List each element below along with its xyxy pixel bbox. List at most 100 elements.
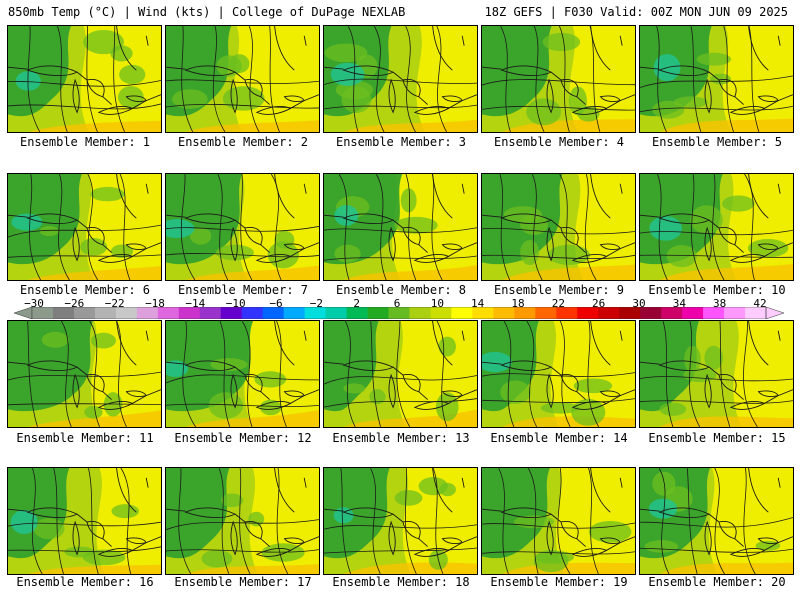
temperature-map <box>166 468 319 574</box>
colorbar-tick-label: 10 <box>430 297 444 310</box>
temperature-map <box>324 174 477 280</box>
colorbar-segment <box>409 307 431 319</box>
ensemble-member-label: Ensemble Member: 9 <box>493 283 625 297</box>
temperature-map <box>640 174 793 280</box>
colorbar-segment <box>178 307 201 319</box>
temperature-colorbar <box>14 307 784 319</box>
colorbar-segment <box>472 307 494 319</box>
colorbar-segment <box>661 307 683 319</box>
ensemble-member-label: Ensemble Member: 20 <box>648 575 786 589</box>
ensemble-member-label: Ensemble Member: 16 <box>16 575 154 589</box>
colorbar-segment <box>136 307 159 319</box>
ensemble-member-label: Ensemble Member: 1 <box>19 135 151 149</box>
ensemble-map-panel <box>323 173 478 281</box>
ensemble-member-label: Ensemble Member: 5 <box>651 135 783 149</box>
ensemble-map-panel <box>323 25 478 133</box>
ensemble-map-panel <box>323 320 478 428</box>
colorbar-tick-label: −6 <box>269 297 283 310</box>
temperature-map <box>640 321 793 427</box>
colorbar-segment <box>514 307 536 319</box>
temperature-map <box>482 174 635 280</box>
colorbar-segment <box>430 307 452 319</box>
colorbar-segment <box>199 307 222 319</box>
colorbar-segment <box>493 307 515 319</box>
ensemble-map-panel <box>165 25 320 133</box>
colorbar-tick-label: −10 <box>225 297 246 310</box>
ensemble-member-label: Ensemble Member: 10 <box>648 283 786 297</box>
colorbar-tick-label: −30 <box>24 297 44 310</box>
colorbar-tick-label: −2 <box>309 297 323 310</box>
temperature-map <box>8 174 161 280</box>
ensemble-map-panel <box>7 320 162 428</box>
temperature-map <box>166 174 319 280</box>
ensemble-member-label: Ensemble Member: 6 <box>19 283 151 297</box>
colorbar-tick-label: 26 <box>592 297 606 310</box>
colorbar-tick-label: −14 <box>185 297 206 310</box>
temperature-map <box>166 26 319 132</box>
ensemble-map-panel <box>481 467 636 575</box>
temperature-map <box>324 468 477 574</box>
colorbar-segment <box>745 307 767 319</box>
colorbar-segment <box>220 307 243 319</box>
header-title: 850mb Temp (°C) | Wind (kts) | College o… <box>8 5 406 19</box>
colorbar-segment <box>388 307 410 319</box>
ensemble-map-panel <box>323 467 478 575</box>
ensemble-map-panel <box>639 467 794 575</box>
ensemble-map-panel <box>165 320 320 428</box>
colorbar-tick-label: 18 <box>511 297 525 310</box>
temperature-map <box>482 26 635 132</box>
colorbar-segment <box>52 307 75 319</box>
ensemble-member-label: Ensemble Member: 8 <box>335 283 467 297</box>
temperature-map <box>640 468 793 574</box>
ensemble-member-label: Ensemble Member: 14 <box>490 431 628 445</box>
ensemble-map-panel <box>165 467 320 575</box>
colorbar-segment <box>94 307 117 319</box>
colorbar-segment <box>262 307 285 319</box>
ensemble-map-panel <box>639 320 794 428</box>
colorbar-segment <box>304 307 327 319</box>
ensemble-member-label: Ensemble Member: 3 <box>335 135 467 149</box>
colorbar-segment <box>346 307 369 319</box>
ensemble-map-panel <box>165 173 320 281</box>
ensemble-map-panel <box>639 173 794 281</box>
colorbar-tick-label: 42 <box>753 297 767 310</box>
colorbar-tick-label: 30 <box>632 297 646 310</box>
colorbar-segment <box>325 307 348 319</box>
colorbar-segment <box>241 307 264 319</box>
ensemble-map-panel <box>481 25 636 133</box>
colorbar-segment <box>619 307 641 319</box>
colorbar-segment <box>598 307 620 319</box>
temperature-map <box>8 468 161 574</box>
colorbar-segment <box>283 307 306 319</box>
temperature-map <box>324 26 477 132</box>
ensemble-map-panel <box>481 173 636 281</box>
colorbar-tick-label: 22 <box>551 297 565 310</box>
temperature-map <box>8 26 161 132</box>
ensemble-member-label: Ensemble Member: 17 <box>174 575 312 589</box>
colorbar-segment <box>577 307 599 319</box>
colorbar-tick-label: 38 <box>713 297 727 310</box>
colorbar-segment <box>73 307 96 319</box>
ensemble-member-label: Ensemble Member: 2 <box>177 135 309 149</box>
colorbar-tick-label: 34 <box>672 297 686 310</box>
colorbar-segment <box>703 307 725 319</box>
ensemble-member-label: Ensemble Member: 4 <box>493 135 625 149</box>
colorbar-segment <box>535 307 557 319</box>
ensemble-member-label: Ensemble Member: 11 <box>16 431 154 445</box>
colorbar-segment <box>367 307 390 319</box>
colorbar-segment <box>157 307 180 319</box>
colorbar-tick-label: −22 <box>104 297 125 310</box>
colorbar-segment <box>640 307 662 319</box>
ensemble-map-panel <box>7 25 162 133</box>
temperature-map <box>640 26 793 132</box>
temperature-map <box>324 321 477 427</box>
ensemble-map-panel <box>481 320 636 428</box>
colorbar-segment <box>556 307 578 319</box>
ensemble-member-label: Ensemble Member: 13 <box>332 431 470 445</box>
ensemble-member-label: Ensemble Member: 19 <box>490 575 628 589</box>
colorbar-segment <box>724 307 746 319</box>
temperature-map <box>482 468 635 574</box>
ensemble-map-panel <box>7 173 162 281</box>
header-valid-time: 18Z GEFS | F030 Valid: 00Z MON JUN 09 20… <box>484 5 788 19</box>
ensemble-member-label: Ensemble Member: 7 <box>177 283 309 297</box>
